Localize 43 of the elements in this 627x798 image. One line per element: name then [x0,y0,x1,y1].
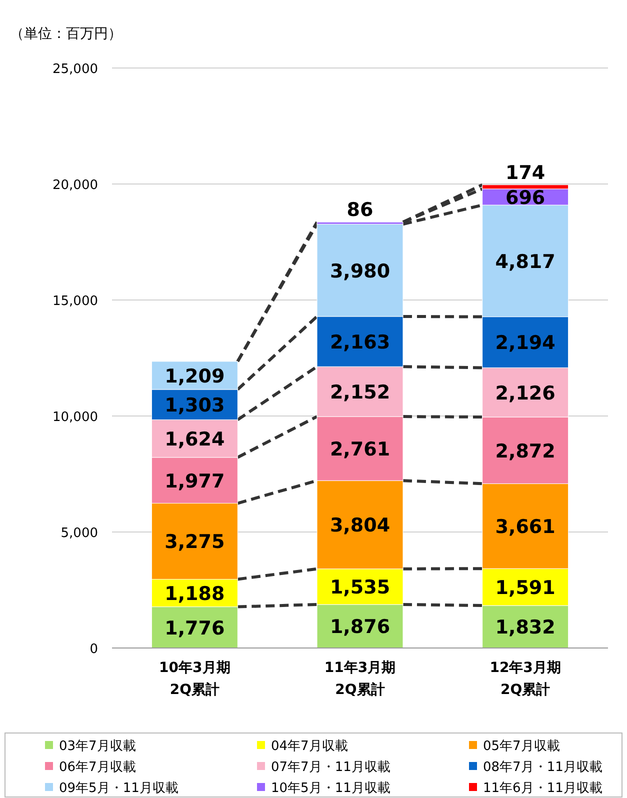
data-label: 2,152 [330,382,390,404]
legend-label: 10年5月・11月収載 [271,781,390,796]
y-tick-label: 10,000 [52,410,98,425]
data-label: 174 [505,162,546,184]
legend-label: 09年5月・11月収載 [59,781,178,796]
y-tick-label: 25,000 [52,62,98,77]
y-tick-label: 0 [90,642,98,657]
data-label: 1,876 [330,616,390,638]
x-tick-label: 10年3月期 2Q累計 [159,660,230,698]
data-label: 2,126 [495,382,556,404]
data-label: 2,761 [330,438,390,461]
data-label: 1,209 [164,365,225,388]
y-tick-label: 5,000 [60,526,98,541]
data-label: 1,776 [164,617,225,640]
legend-label: 04年7月収載 [271,739,348,754]
legend-label: 07年7月・11月収載 [271,760,390,775]
y-tick-label: 20,000 [52,178,98,193]
legend-label: 05年7月収載 [483,739,560,754]
x-tick-label: 12年3月期 2Q累計 [490,660,561,698]
data-label: 1,591 [495,577,556,600]
legend-label: 11年6月・11月収載 [483,781,602,796]
data-label: 2,163 [330,332,390,354]
data-label: 2,872 [495,440,556,462]
data-label: 1,832 [495,616,556,639]
data-label: 3,275 [164,531,225,554]
data-label: 3,980 [330,260,390,282]
x-tick-label: 11年3月期 2Q累計 [324,660,396,698]
data-label: 4,817 [495,250,556,273]
data-label: 1,535 [330,576,390,599]
data-label: 3,804 [330,514,390,537]
data-label: 86 [346,199,374,222]
y-axis-title: （単位：百万円） [10,26,122,42]
data-label: 2,194 [495,332,556,354]
data-label: 1,303 [164,394,225,417]
data-label: 1,624 [164,428,225,451]
legend-label: 06年7月収載 [59,760,136,775]
y-tick-label: 15,000 [52,294,98,309]
data-label: 696 [505,186,546,209]
legend-label: 08年7月・11月収載 [483,760,602,775]
legend-label: 03年7月収載 [59,739,136,754]
data-label: 1,188 [164,583,225,606]
data-label: 1,977 [164,470,225,492]
data-label: 3,661 [495,516,556,538]
